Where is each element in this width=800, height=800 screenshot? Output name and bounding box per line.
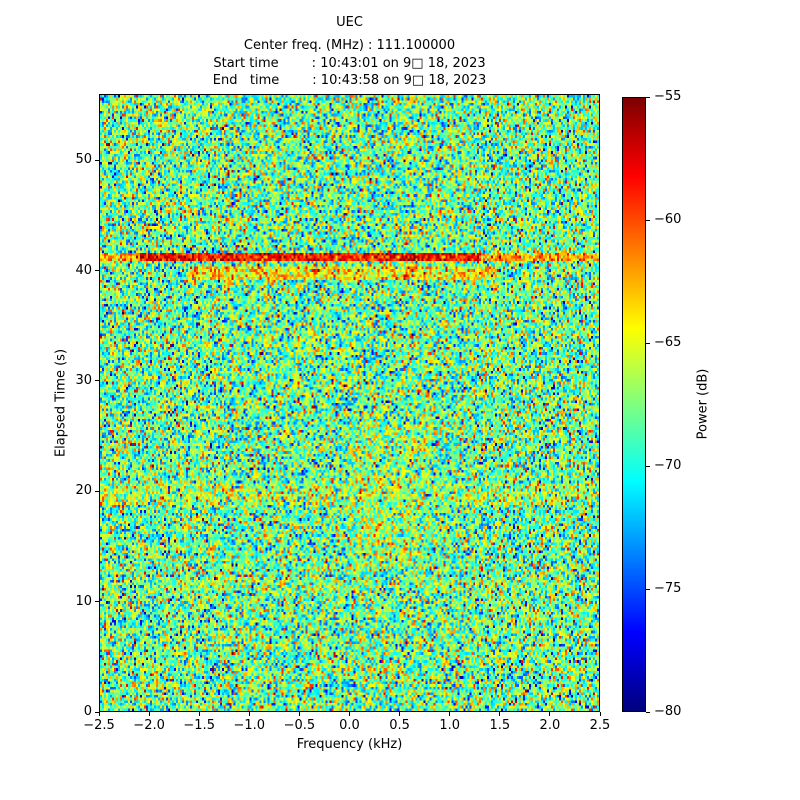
colorbar-tick-label: −55	[654, 89, 682, 104]
colorbar-tick-mark	[646, 588, 650, 590]
colorbar-tick-mark	[646, 711, 650, 713]
colorbar-gradient-canvas	[623, 98, 645, 711]
y-tick-label: 40	[75, 262, 92, 278]
x-tick-mark	[349, 712, 350, 716]
center-freq-line: Center freq. (MHz) : 111.100000	[243, 38, 456, 53]
y-axis-label: Elapsed Time (s)	[53, 348, 69, 458]
y-tick-mark	[95, 159, 99, 161]
x-tick-label: 0.0	[339, 718, 360, 733]
x-tick-mark	[248, 712, 250, 716]
x-tick-mark	[148, 712, 150, 716]
x-tick-label: −2.0	[133, 718, 165, 733]
y-tick-label: 50	[75, 152, 92, 168]
y-tick-label: 20	[75, 483, 92, 499]
colorbar-tick-label: −60	[654, 212, 682, 227]
x-tick-label: 1.0	[439, 718, 461, 733]
y-tick-mark	[95, 380, 99, 382]
colorbar-tick-mark	[646, 342, 650, 344]
x-tick-mark	[399, 712, 401, 716]
x-tick-label: 2.5	[589, 718, 611, 733]
x-tick-label: −2.5	[83, 718, 115, 733]
colorbar-label: Power (dB)	[695, 368, 711, 440]
spectrogram-canvas	[100, 95, 599, 711]
y-tick-mark	[95, 601, 99, 603]
colorbar-tick-label: −80	[654, 704, 682, 719]
x-tick-mark	[499, 712, 501, 716]
y-tick-label: 10	[75, 593, 92, 609]
start-time-line: Start time : 10:43:01 on 9□ 18, 2023	[213, 55, 486, 71]
x-tick-label: −0.5	[283, 718, 316, 733]
y-tick-label: 30	[75, 372, 92, 388]
x-tick-mark	[198, 712, 200, 716]
colorbar-tick-label: −70	[654, 458, 682, 473]
x-tick-mark	[449, 712, 451, 716]
x-tick-label: −1.0	[233, 718, 266, 733]
colorbar-tick-mark	[646, 96, 650, 98]
colorbar	[622, 97, 646, 712]
x-tick-mark	[599, 712, 601, 716]
colorbar-tick-label: −65	[654, 335, 682, 350]
spectrogram-plot	[99, 94, 600, 712]
y-tick-mark	[95, 270, 99, 272]
x-axis-label: Frequency (kHz)	[296, 737, 403, 752]
x-tick-mark	[98, 712, 100, 716]
x-tick-label: −1.5	[183, 718, 215, 733]
x-tick-mark	[298, 712, 300, 716]
x-tick-mark	[549, 712, 551, 716]
colorbar-tick-mark	[646, 465, 650, 467]
colorbar-tick-mark	[646, 219, 650, 221]
header-info: Center freq. (MHz) : 111.100000 Start ti…	[99, 37, 600, 90]
x-tick-label: 1.5	[489, 718, 511, 733]
plot-title: UEC	[336, 15, 363, 30]
colorbar-tick-label: −75	[654, 581, 682, 596]
y-tick-label: 0	[83, 704, 92, 719]
end-time-line: End time : 10:43:58 on 9□ 18, 2023	[212, 73, 487, 88]
x-tick-label: 0.5	[389, 718, 410, 733]
y-tick-mark	[95, 711, 99, 713]
x-tick-label: 2.0	[539, 718, 561, 733]
y-tick-mark	[95, 490, 99, 492]
